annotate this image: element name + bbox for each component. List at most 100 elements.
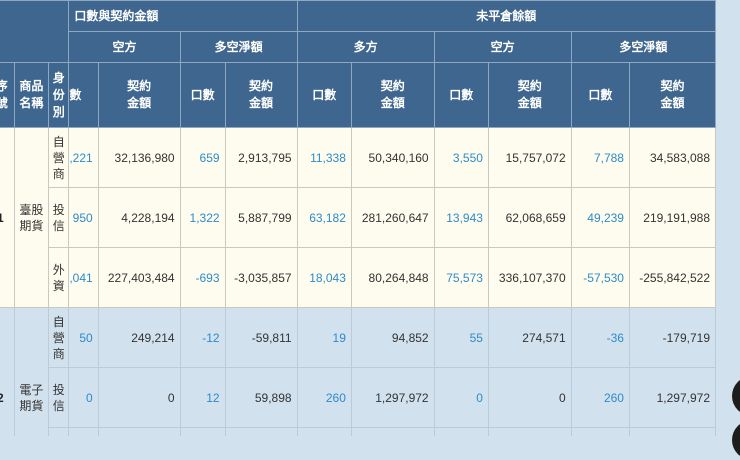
oi-long-qty-link[interactable]: 11,338 (296, 127, 352, 188)
table-row: 投信 950 4,228,194 1,322 5,887,799 63,182 … (0, 187, 717, 248)
oi-long-qty-link[interactable]: 19 (296, 307, 352, 368)
trade-short-amt: 249,214 (97, 307, 181, 368)
oi-short-amt: 336,107,370 (487, 247, 572, 308)
trade-short-qty-link[interactable]: 950 (68, 187, 99, 248)
trade-net-amt: -59,811 (224, 307, 298, 368)
oi-long-amt: 94,852 (350, 307, 435, 368)
oi-long-qty-link[interactable] (296, 427, 352, 436)
oi-long-amt: 50,340,160 (350, 127, 435, 188)
oi-net-qty-link[interactable]: 7,788 (570, 127, 630, 188)
trade-short-qty-link[interactable]: 0 (68, 367, 99, 428)
table-row: 外資 ,041 227,403,484 -693 -3,035,857 18,0… (0, 247, 717, 308)
oi-short-qty-link[interactable]: 13,943 (433, 187, 489, 248)
trade-net-amt: 59,898 (224, 367, 298, 428)
oi-net-amt: 219,191,988 (628, 187, 717, 248)
oi-long-amt: 281,260,647 (350, 187, 435, 248)
trade-short-qty-link[interactable]: ,041 (68, 247, 99, 308)
header-trade-net: 多空淨額 (179, 31, 298, 63)
trade-net-amt: 2,913,795 (224, 127, 298, 188)
oi-net-qty-link[interactable] (570, 427, 630, 436)
oi-short-amt: 15,757,072 (487, 127, 572, 188)
row-seq: 1 (0, 127, 15, 308)
oi-short-amt (487, 427, 572, 436)
header-product: 商品名稱 (13, 62, 50, 128)
oi-short-amt: 274,571 (487, 307, 572, 368)
oi-short-qty-link[interactable]: 55 (433, 307, 489, 368)
oi-net-qty-link[interactable]: -36 (570, 307, 630, 368)
header-oi-long-amt: 契約金額 (350, 62, 435, 128)
row-identity: 自營商 (48, 307, 70, 368)
institutional-futures-table: 口數與契約金額 未平倉餘額 空方 多空淨額 多方 空方 多空淨額 序號 商品名稱… (0, 0, 717, 436)
oi-short-amt: 0 (487, 367, 572, 428)
oi-long-qty-link[interactable]: 260 (296, 367, 352, 428)
trade-net-qty-link[interactable]: -12 (179, 307, 226, 368)
header-seq: 序號 (0, 62, 15, 128)
table-row: 1 臺股期貨 自營商 ,221 32,136,980 659 2,913,795… (0, 127, 717, 308)
row-seq: 2 (0, 307, 15, 436)
oi-long-qty-link[interactable]: 63,182 (296, 187, 352, 248)
oi-short-qty-link[interactable]: 3,550 (433, 127, 489, 188)
oi-long-amt: 1,297,972 (350, 367, 435, 428)
trade-net-qty-link[interactable]: 12 (179, 367, 226, 428)
row-product: 電子期貨 (13, 307, 50, 436)
header-oi-group: 未平倉餘額 (296, 0, 717, 32)
trade-short-qty-link[interactable] (68, 427, 99, 436)
oi-net-amt (628, 427, 717, 436)
row-product: 臺股期貨 (13, 127, 50, 308)
table-row (0, 427, 717, 436)
header-oi-short-qty: 口數 (433, 62, 489, 128)
oi-short-qty-link[interactable]: 75,573 (433, 247, 489, 308)
header-oi-long: 多方 (296, 31, 435, 63)
table-row: 2 電子期貨 自營商 50 249,214 -12 -59,811 19 94,… (0, 307, 717, 436)
oi-long-amt: 80,264,848 (350, 247, 435, 308)
header-oi-net: 多空淨額 (570, 31, 717, 63)
trade-short-qty-link[interactable]: ,221 (68, 127, 99, 188)
data-table-viewport[interactable]: 口數與契約金額 未平倉餘額 空方 多空淨額 多方 空方 多空淨額 序號 商品名稱… (0, 0, 740, 436)
header-oi-net-qty: 口數 (570, 62, 630, 128)
oi-short-qty-link[interactable]: 0 (433, 367, 489, 428)
row-identity (48, 427, 70, 436)
header-trade-net-qty: 口數 (179, 62, 226, 128)
trade-net-qty-link[interactable] (179, 427, 226, 436)
trade-net-qty-link[interactable]: 659 (179, 127, 226, 188)
floating-action-button[interactable] (732, 376, 740, 416)
header-oi-short: 空方 (433, 31, 572, 63)
oi-net-amt: -255,842,522 (628, 247, 717, 308)
header-trade-short-qty: 數 (68, 62, 99, 128)
trade-net-qty-link[interactable]: 1,322 (179, 187, 226, 248)
trade-net-amt (224, 427, 298, 436)
header-oi-short-amt: 契約金額 (487, 62, 572, 128)
oi-long-qty-link[interactable]: 18,043 (296, 247, 352, 308)
oi-net-qty-link[interactable]: -57,530 (570, 247, 630, 308)
row-identity: 投信 (48, 187, 70, 248)
oi-net-amt: 34,583,088 (628, 127, 717, 188)
row-identity: 投信 (48, 367, 70, 428)
oi-net-amt: -179,719 (628, 307, 717, 368)
header-corner (0, 0, 70, 63)
oi-short-amt: 62,068,659 (487, 187, 572, 248)
header-trade-short: 空方 (68, 31, 181, 63)
trade-short-amt: 227,403,484 (97, 247, 181, 308)
oi-long-amt (350, 427, 435, 436)
header-trade-short-amt: 契約金額 (97, 62, 181, 128)
header-trade-net-amt: 契約金額 (224, 62, 298, 128)
trade-short-amt: 0 (97, 367, 181, 428)
oi-net-qty-link[interactable]: 49,239 (570, 187, 630, 248)
row-identity: 自營商 (48, 127, 70, 188)
trade-net-amt: 5,887,799 (224, 187, 298, 248)
row-identity: 外資 (48, 247, 70, 308)
oi-net-qty-link[interactable]: 260 (570, 367, 630, 428)
header-identity: 身份別 (48, 62, 70, 128)
table-row: 投信 0 0 12 59,898 260 1,297,972 0 0 260 1… (0, 367, 717, 428)
trade-short-amt: 32,136,980 (97, 127, 181, 188)
oi-short-qty-link[interactable] (433, 427, 489, 436)
header-oi-long-qty: 口數 (296, 62, 352, 128)
header-oi-net-amt: 契約金額 (628, 62, 717, 128)
header-trade-group: 口數與契約金額 (68, 0, 298, 32)
trade-net-amt: -3,035,857 (224, 247, 298, 308)
trade-short-amt: 4,228,194 (97, 187, 181, 248)
trade-short-qty-link[interactable]: 50 (68, 307, 99, 368)
oi-net-amt: 1,297,972 (628, 367, 717, 428)
trade-short-amt (97, 427, 181, 436)
trade-net-qty-link[interactable]: -693 (179, 247, 226, 308)
